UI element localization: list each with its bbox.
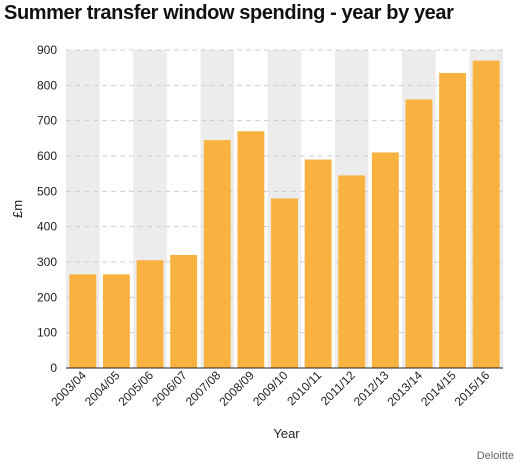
y-tick-label: 900 [37, 43, 57, 57]
x-tick-label: 2006/07 [149, 368, 190, 409]
bar-2015-16 [472, 60, 500, 368]
chart-title: Summer transfer window spending - year b… [4, 2, 454, 24]
x-tick-label: 2005/06 [116, 368, 157, 409]
x-tick-label: 2004/05 [82, 368, 123, 409]
x-tick-label: 2015/16 [452, 368, 493, 409]
y-tick-label: 600 [37, 149, 57, 163]
x-axis-title: Year [273, 426, 300, 441]
bar-2006-07 [170, 254, 198, 368]
bar-2011-12 [338, 175, 366, 368]
bar-2010-11 [304, 159, 332, 368]
y-tick-label: 0 [50, 361, 57, 375]
bar-2005-06 [136, 260, 164, 368]
x-tick-label: 2010/11 [284, 368, 324, 408]
bar-2003-04 [69, 274, 97, 368]
x-tick-label: 2009/10 [250, 368, 291, 409]
y-tick-label: 800 [37, 78, 57, 92]
bar-2012-13 [371, 152, 399, 368]
bar-2008-09 [237, 131, 265, 368]
y-tick-label: 300 [37, 255, 57, 269]
y-tick-label: 700 [37, 114, 57, 128]
bar-2009-10 [271, 198, 298, 368]
bar-2004-05 [102, 274, 130, 368]
y-tick-label: 100 [37, 326, 57, 340]
bar-2014-15 [439, 72, 467, 368]
x-tick-label: 2007/08 [183, 368, 224, 409]
bar-2007-08 [203, 140, 231, 368]
x-tick-label: 2011/12 [318, 368, 358, 408]
y-axis-title: £m [10, 200, 25, 218]
bar-2013-14 [405, 99, 433, 368]
source-label: Deloitte [476, 450, 514, 462]
y-tick-label: 400 [37, 220, 57, 234]
x-tick-label: 2012/13 [351, 368, 392, 409]
y-tick-label: 200 [37, 290, 57, 304]
x-tick-label: 2008/09 [216, 368, 257, 409]
y-tick-label: 500 [37, 184, 57, 198]
x-tick-label: 2013/14 [385, 368, 426, 409]
x-tick-label: 2014/15 [418, 368, 459, 409]
